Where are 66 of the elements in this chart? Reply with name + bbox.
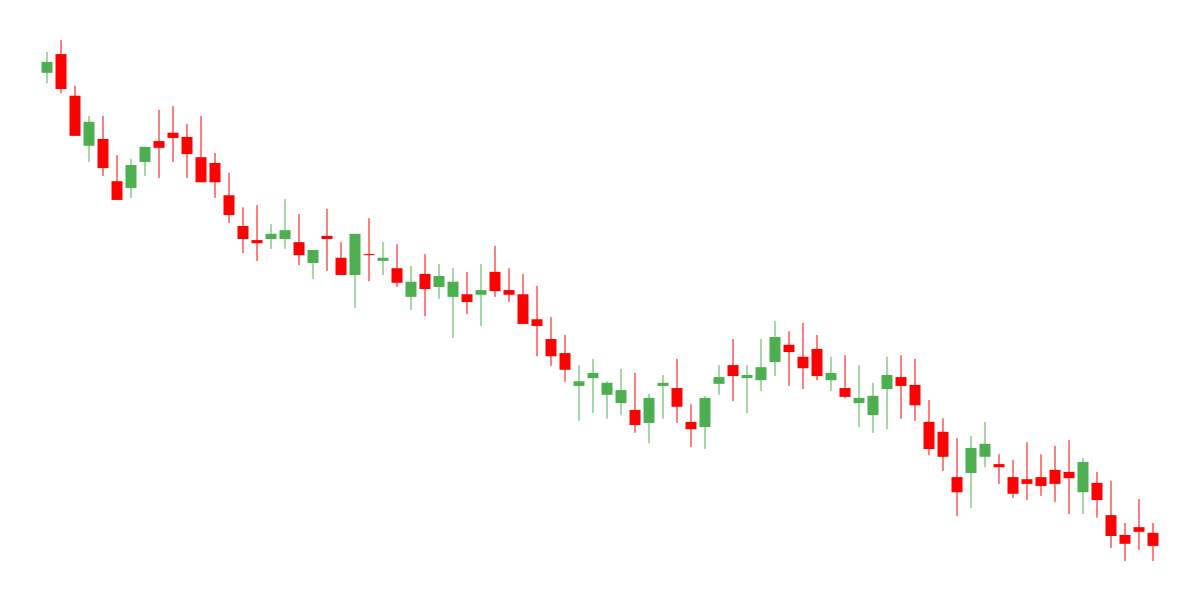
candlestick (951, 437, 963, 517)
candlestick (881, 356, 893, 430)
candlestick (671, 358, 683, 424)
candlestick (293, 213, 305, 266)
candlestick (153, 109, 165, 179)
candlestick (167, 105, 179, 163)
candlestick (1105, 480, 1117, 549)
candlestick (405, 265, 417, 311)
candlestick (461, 271, 473, 315)
candlestick (615, 368, 627, 416)
candlestick (489, 245, 501, 298)
candlestick (41, 51, 53, 84)
candlestick (573, 364, 585, 422)
candlestick (825, 356, 837, 392)
candlestick (713, 364, 725, 396)
candlestick (237, 206, 249, 254)
candlestick (139, 146, 151, 177)
candlestick (727, 338, 739, 402)
candlestick (909, 358, 921, 422)
candlestick (125, 158, 137, 199)
candlestick (377, 241, 389, 276)
candlestick (895, 354, 907, 420)
candlestick (839, 354, 851, 399)
candlestick (419, 253, 431, 317)
candlestick (1021, 441, 1033, 501)
candlestick (321, 208, 333, 272)
candlestick (545, 316, 557, 367)
candlestick (181, 123, 193, 179)
candlestick (1119, 522, 1131, 562)
candlestick (335, 241, 347, 276)
candlestick (1091, 471, 1103, 519)
candlestick (363, 217, 375, 282)
candlestick (1147, 522, 1159, 562)
candlestick (867, 382, 879, 434)
candlestick (629, 372, 641, 434)
candlestick (1049, 445, 1061, 503)
candlestick (251, 204, 263, 262)
candlestick (755, 338, 767, 392)
candlestick (797, 322, 809, 390)
candlestick (1035, 453, 1047, 497)
candlestick (853, 364, 865, 428)
candlestick (503, 267, 515, 303)
candlestick (531, 285, 543, 357)
candlestick (993, 453, 1005, 485)
candlestick (783, 330, 795, 387)
candlestick (447, 267, 459, 339)
candlestick (587, 358, 599, 414)
candlestick (279, 198, 291, 250)
candlestick (1007, 459, 1019, 499)
candlestick (559, 334, 571, 383)
candlestick (1063, 439, 1075, 515)
candlestick (657, 374, 669, 420)
candlestick (475, 263, 487, 327)
candlestick (979, 421, 991, 468)
candlestick (209, 152, 221, 199)
candlestick (601, 380, 613, 420)
candlestick (265, 223, 277, 250)
candlestick (223, 172, 235, 224)
candlestick (391, 243, 403, 288)
candlestick (307, 249, 319, 280)
candlestick (433, 263, 445, 300)
candlestick (741, 364, 753, 414)
candlestick (1133, 498, 1145, 551)
candlestick (111, 154, 123, 201)
candlestick (685, 403, 697, 448)
candlestick (83, 115, 95, 163)
